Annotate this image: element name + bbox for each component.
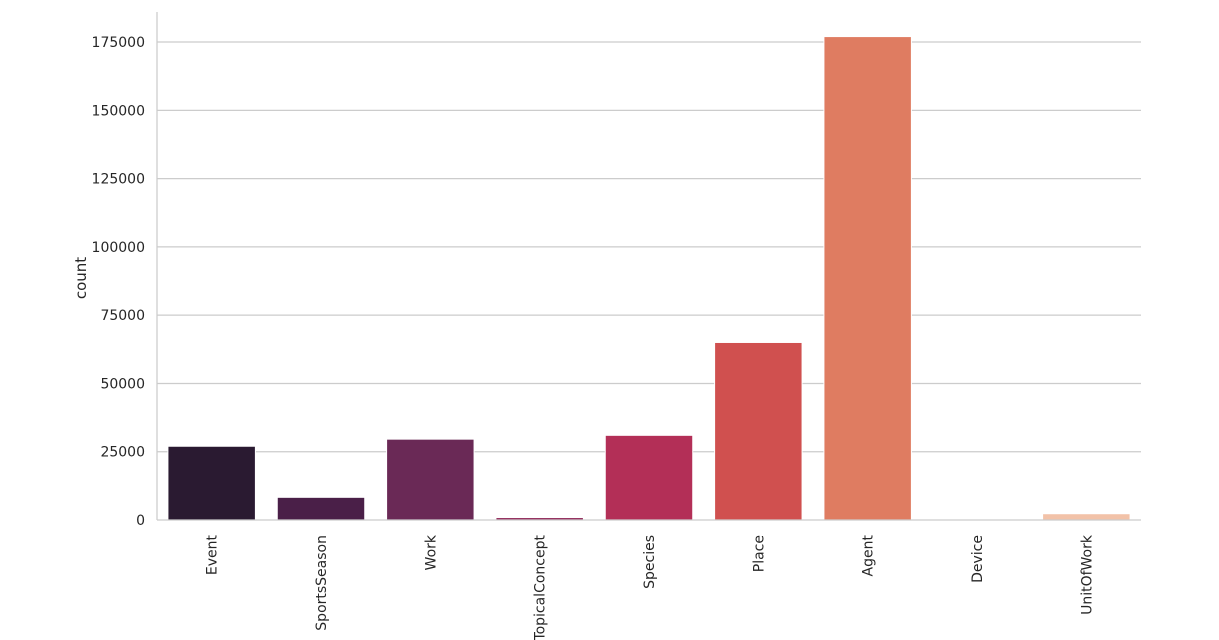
y-tick-label: 150000: [92, 103, 145, 119]
y-tick-label: 100000: [92, 240, 145, 256]
bar-agent: [823, 36, 912, 521]
x-tick-label: TopicalConcept: [533, 535, 549, 640]
bar-event: [167, 445, 256, 521]
x-tick-labels: Event SportsSeason Work TopicalConcept Speci…: [205, 534, 1096, 640]
grid-lines: [157, 41, 1141, 453]
x-tick-label: Device: [970, 535, 986, 583]
y-tick-label: 25000: [100, 445, 145, 461]
bar-place: [714, 341, 803, 521]
bar-sportsseason: [276, 496, 366, 521]
y-tick-label: 75000: [100, 308, 145, 324]
x-tick-label: Event: [205, 534, 221, 575]
y-tick-label: 0: [136, 513, 145, 529]
y-tick-labels: 0 25000 50000 75000 100000 125000 150000 175000: [92, 35, 145, 529]
x-tick-label: Agent: [861, 535, 877, 577]
x-tick-label: Place: [751, 535, 767, 572]
bar-unitofwork: [1042, 513, 1131, 521]
x-tick-label: UnitOfWork: [1079, 534, 1095, 615]
y-tick-label: 125000: [92, 172, 145, 188]
y-axis-label: count: [72, 257, 90, 299]
x-tick-label: Species: [642, 535, 658, 589]
bar-work: [386, 438, 475, 521]
bars: [167, 36, 1131, 521]
x-tick-label: Work: [423, 534, 439, 570]
x-tick-label: SportsSeason: [314, 535, 330, 631]
y-tick-label: 50000: [100, 376, 145, 392]
y-tick-label: 175000: [92, 35, 145, 51]
bar-species: [604, 434, 694, 521]
